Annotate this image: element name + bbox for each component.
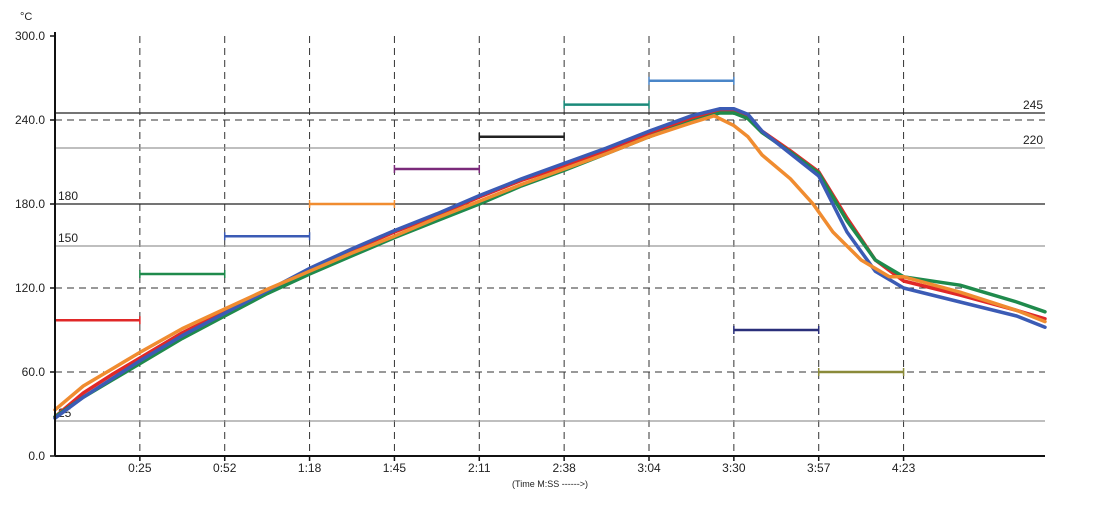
reference-label-3: 150 [58,231,78,245]
y-tick-label-5: 300.0 [15,29,45,43]
x-tick-label-9: 4:23 [892,461,916,475]
y-tick-label-3: 180.0 [15,197,45,211]
phase-segment-7 [648,76,735,85]
series-line-3 [53,114,1047,412]
series-line-2 [53,107,1047,420]
x-tick-label-3: 1:45 [383,461,407,475]
phase-segment-4 [393,165,481,173]
y-unit-label: °C [20,11,32,23]
y-tick-label-0: 0.0 [28,449,45,463]
x-tick-label-7: 3:30 [722,461,746,475]
phase-segment-6 [563,100,650,109]
x-tick-label-6: 3:04 [637,461,661,475]
x-axis-label: (Time M:SS ------>) [512,479,588,489]
phase-segment-8 [733,326,820,334]
x-tick-label-4: 2:11 [468,461,491,475]
x-tick-label-0: 0:25 [128,461,152,475]
reference-label-1: 220 [1023,133,1043,147]
phase-segment-3 [308,200,396,208]
phase-segment-9 [817,368,905,376]
x-tick-label-2: 1:18 [298,461,322,475]
y-tick-label-4: 240.0 [15,113,45,127]
reference-label-0: 245 [1023,98,1043,112]
series-layer [53,107,1047,420]
x-tick-label-8: 3:57 [807,461,831,475]
axes: 0.0 60.0 120.0 180.0 240.0 300.0 0:25 0:52 1:18 1… [15,29,1045,475]
phase-segment-5 [478,132,565,141]
y-tick-label-2: 120.0 [15,281,45,295]
phase-segment-1 [139,270,226,278]
phase-segments [54,76,905,376]
phase-segment-2 [223,232,311,241]
reference-label-2: 180 [58,189,78,203]
y-tick-label-1: 60.0 [22,365,46,379]
x-tick-label-1: 0:52 [213,461,237,475]
phase-segment-0 [54,316,141,325]
x-tick-label-5: 2:38 [552,461,576,475]
